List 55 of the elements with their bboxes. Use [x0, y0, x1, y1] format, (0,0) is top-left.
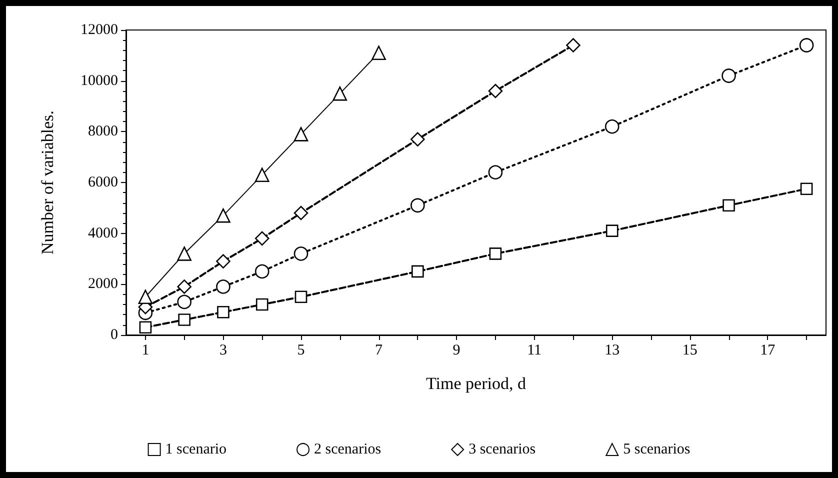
x-tick-label: 13: [604, 342, 620, 358]
point: [177, 246, 192, 261]
point: [177, 280, 192, 294]
x-tick-label: 17: [760, 342, 776, 358]
point: [722, 68, 736, 83]
point: [410, 132, 425, 146]
point: [294, 127, 308, 142]
point: [800, 182, 813, 196]
point: [177, 294, 192, 310]
point: [217, 306, 230, 318]
point: [410, 198, 425, 213]
x-tick-label: 15: [682, 342, 698, 358]
point: [178, 314, 190, 326]
y-tick-label: 2000: [88, 276, 118, 292]
point: [412, 265, 424, 278]
legend-label: 5 scenarios: [623, 442, 690, 458]
x-tick-label: 5: [297, 342, 305, 358]
point: [606, 224, 618, 237]
point: [372, 46, 386, 60]
y-tick-label: 4000: [88, 225, 118, 242]
point: [489, 248, 502, 260]
point: [488, 165, 503, 180]
point: [488, 84, 503, 98]
x-tick-label: 3: [219, 342, 227, 358]
point: [566, 38, 580, 52]
x-tick-label: 7: [375, 342, 384, 358]
point: [138, 290, 153, 304]
point: [254, 264, 270, 279]
point: [294, 206, 308, 220]
point: [216, 280, 230, 294]
x-tick-label: 9: [452, 342, 460, 358]
legend-label: 2 scenarios: [314, 442, 382, 458]
point: [722, 199, 735, 212]
point: [294, 290, 308, 304]
legend-label: 3 scenarios: [468, 442, 536, 458]
y-tick-label: 12000: [80, 22, 118, 38]
legend-label: 1 scenario: [165, 442, 227, 458]
y-tick-label: 10000: [80, 72, 118, 89]
point: [254, 231, 270, 246]
y-axis-title: Number of variables.: [38, 110, 57, 254]
point: [799, 38, 814, 52]
x-tick-label: 11: [527, 342, 542, 358]
point: [604, 119, 620, 134]
y-tick-label: 6000: [88, 174, 118, 190]
x-axis-title: Time period, d: [426, 374, 526, 393]
point: [256, 298, 268, 311]
point: [216, 208, 230, 223]
point: [139, 321, 152, 334]
point: [254, 168, 270, 182]
point: [294, 246, 308, 261]
x-tick-label: 1: [142, 342, 150, 358]
point: [216, 254, 230, 268]
point: [332, 86, 348, 101]
y-tick-label: 0: [110, 327, 118, 343]
y-tick-label: 8000: [88, 124, 118, 140]
